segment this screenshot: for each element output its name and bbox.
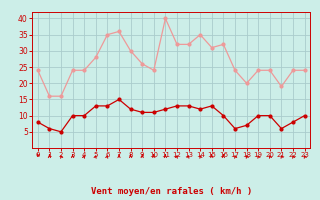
Text: Vent moyen/en rafales ( km/h ): Vent moyen/en rafales ( km/h ) — [91, 187, 252, 196]
